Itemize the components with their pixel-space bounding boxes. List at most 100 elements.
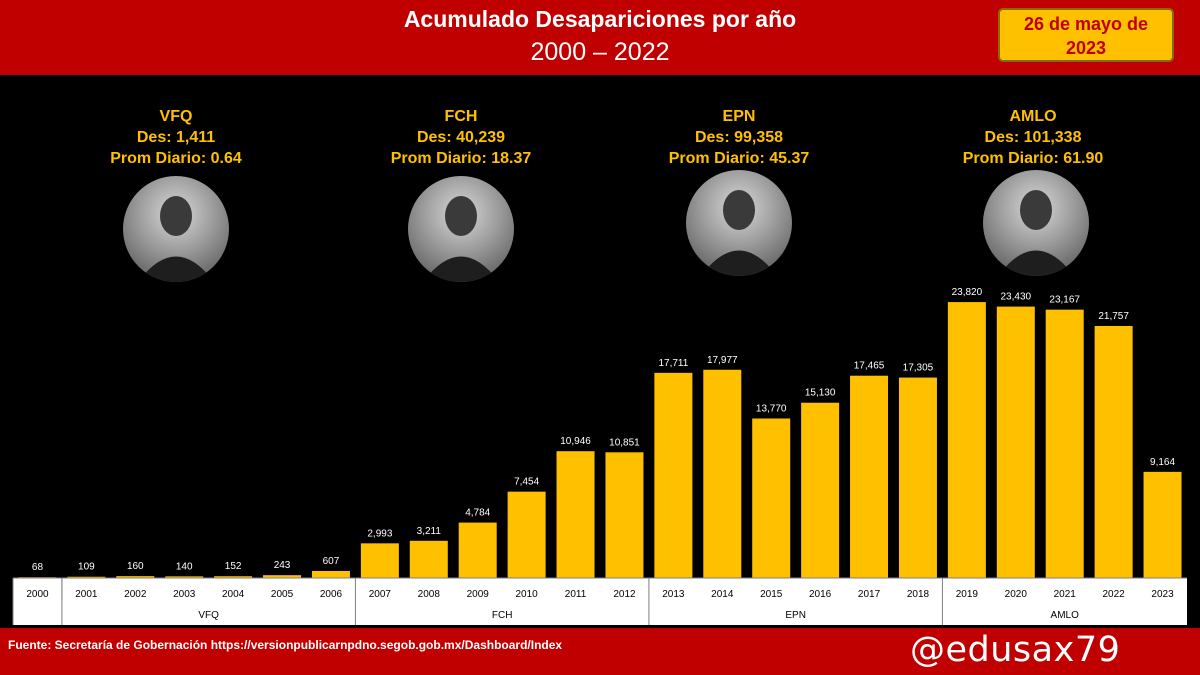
tick-label-2014: 2014 [711, 589, 734, 600]
tick-label-2018: 2018 [907, 589, 930, 600]
data-label-2023: 9,164 [1150, 457, 1175, 468]
tick-label-2006: 2006 [320, 589, 343, 600]
president-prom: Prom Diario: 61.90 [962, 150, 1104, 167]
data-label-2019: 23,820 [952, 287, 983, 298]
president-des: Des: 1,411 [136, 129, 216, 146]
president-info-amlo: AMLO Des: 101,338 Prom Diario: 61.90 [933, 106, 1133, 169]
portrait-photo-amlo [983, 170, 1089, 276]
president-info-fch: FCH Des: 40,239 Prom Diario: 18.37 [361, 106, 561, 169]
bar-2021 [1045, 309, 1084, 578]
data-label-2014: 17,977 [707, 355, 738, 366]
data-label-2007: 2,993 [367, 528, 392, 539]
data-label-2016: 15,130 [805, 388, 836, 399]
bar-2008 [409, 540, 448, 578]
president-prom: Prom Diario: 45.37 [668, 150, 810, 167]
bar-2018 [898, 377, 937, 578]
bar-2004 [214, 576, 253, 578]
bar-2023 [1143, 471, 1182, 578]
bar-2003 [165, 576, 204, 578]
portrait-photo-vfq [123, 176, 229, 282]
tick-label-2023: 2023 [1151, 589, 1174, 600]
bar-2015 [752, 418, 791, 578]
data-label-2021: 23,167 [1049, 295, 1080, 306]
data-label-2012: 10,851 [609, 437, 640, 448]
tick-label-2011: 2011 [565, 589, 587, 600]
tick-label-2017: 2017 [858, 589, 881, 600]
tick-label-2000: 2000 [26, 589, 49, 600]
data-label-2008: 3,211 [417, 526, 442, 537]
group-label-fch: FCH [492, 610, 513, 621]
president-des: Des: 40,239 [416, 129, 506, 146]
data-label-2000: 68 [32, 562, 44, 573]
president-des: Des: 99,358 [694, 129, 784, 146]
group-label-epn: EPN [785, 610, 806, 621]
bar-2016 [801, 402, 840, 578]
president-prom: Prom Diario: 0.64 [110, 150, 242, 167]
president-des: Des: 101,338 [984, 129, 1082, 146]
bar-2002 [116, 576, 155, 578]
data-label-2018: 17,305 [903, 363, 934, 374]
tick-label-2005: 2005 [271, 589, 294, 600]
tick-label-2003: 2003 [173, 589, 196, 600]
tick-label-2002: 2002 [124, 589, 147, 600]
bar-2013 [654, 372, 693, 578]
tick-label-2022: 2022 [1103, 589, 1126, 600]
author-handle: @edusax79 [910, 630, 1121, 670]
date-badge: 26 de mayo de 2023 [998, 8, 1174, 62]
tick-label-2019: 2019 [956, 589, 979, 600]
bar-chart: 68 2000 109 2001 160 2002 140 2003 152 2004 243 200… [12, 287, 1187, 625]
bar-2020 [996, 306, 1035, 578]
group-label-vfq: VFQ [198, 610, 219, 621]
group-label-amlo: AMLO [1051, 610, 1080, 621]
date-line-2: 2023 [1065, 38, 1107, 58]
data-label-2013: 17,711 [658, 358, 688, 369]
data-label-2009: 4,784 [465, 508, 490, 519]
tick-label-2020: 2020 [1005, 589, 1028, 600]
chart-title: Acumulado Desapariciones por año [403, 6, 797, 32]
tick-label-2004: 2004 [222, 589, 245, 600]
bar-2006 [311, 570, 350, 578]
data-label-2020: 23,430 [1000, 292, 1031, 303]
tick-label-2010: 2010 [516, 589, 539, 600]
bar-2010 [507, 491, 546, 578]
axis-table [13, 578, 1187, 625]
portrait-photo-fch [408, 176, 514, 282]
bar-2019 [947, 302, 986, 578]
bar-2011 [556, 451, 595, 578]
bar-2005 [263, 575, 302, 578]
president-name: EPN [722, 108, 756, 125]
bar-2022 [1094, 325, 1133, 578]
tick-label-2016: 2016 [809, 589, 832, 600]
president-name: FCH [444, 108, 478, 125]
chart-subtitle: 2000 – 2022 [530, 38, 670, 66]
tick-label-2001: 2001 [75, 589, 98, 600]
tick-label-2008: 2008 [418, 589, 441, 600]
data-label-2015: 13,770 [756, 403, 787, 414]
date-line-1: 26 de mayo de [1023, 14, 1149, 34]
president-name: VFQ [159, 108, 193, 125]
data-label-2001: 109 [78, 562, 95, 573]
data-label-2006: 607 [323, 556, 340, 567]
bar-2012 [605, 452, 644, 578]
portrait-photo-epn [686, 170, 792, 276]
data-label-2011: 10,946 [560, 436, 591, 447]
president-info-epn: EPN Des: 99,358 Prom Diario: 45.37 [639, 106, 839, 169]
data-label-2022: 21,757 [1098, 311, 1129, 322]
data-label-2002: 160 [127, 561, 144, 572]
bar-2017 [850, 375, 889, 578]
source-text: Fuente: Secretaría de Gobernación https:… [8, 638, 563, 652]
tick-label-2013: 2013 [662, 589, 685, 600]
tick-label-2012: 2012 [613, 589, 636, 600]
president-name: AMLO [1009, 108, 1057, 125]
bar-2014 [703, 369, 742, 578]
tick-label-2009: 2009 [467, 589, 490, 600]
footer-bar: Fuente: Secretaría de Gobernación https:… [0, 628, 1200, 675]
president-prom: Prom Diario: 18.37 [390, 150, 532, 167]
data-label-2017: 17,465 [854, 361, 885, 372]
president-info-vfq: VFQ Des: 1,411 Prom Diario: 0.64 [76, 106, 276, 169]
bar-2001 [67, 576, 106, 578]
tick-label-2007: 2007 [369, 589, 392, 600]
header-bar: Acumulado Desapariciones por año 2000 – … [0, 0, 1200, 75]
tick-label-2021: 2021 [1054, 589, 1077, 600]
data-label-2005: 243 [274, 560, 291, 571]
